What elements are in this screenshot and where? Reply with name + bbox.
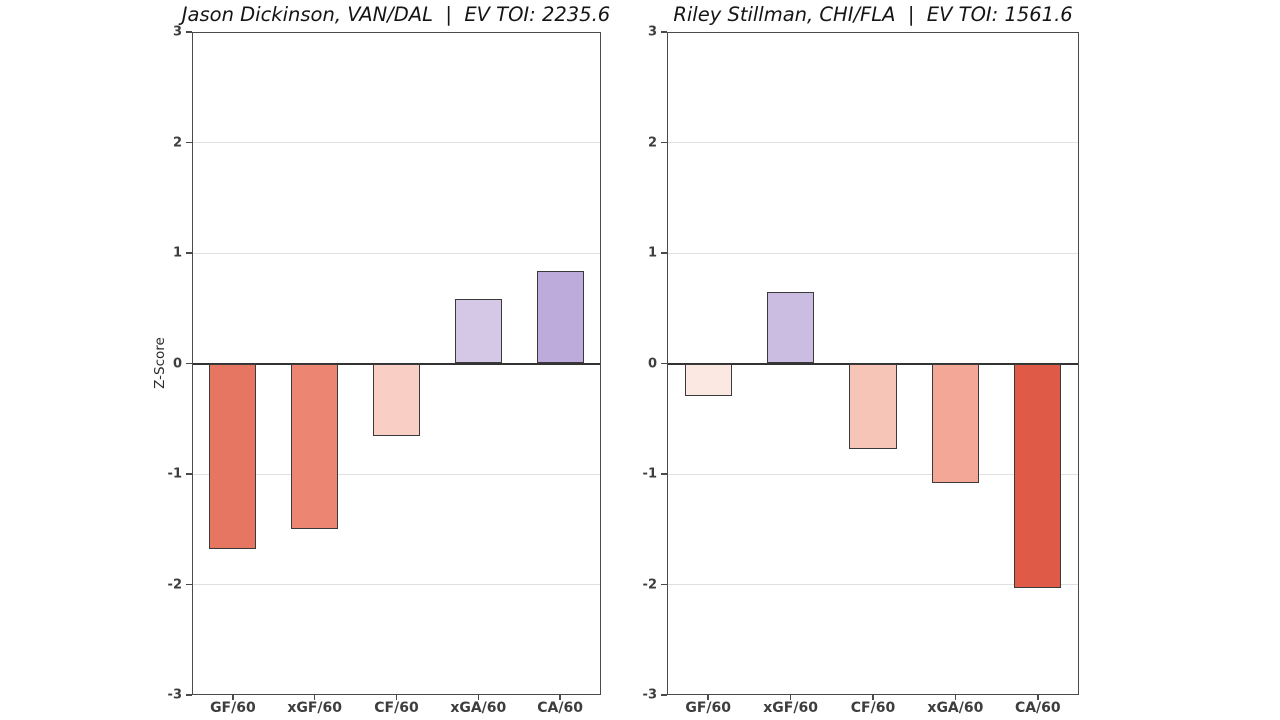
x-tick-label-gf60: GF/60 (685, 700, 732, 716)
x-tick-mark (232, 695, 234, 700)
y-tick-mark (661, 31, 667, 33)
bar-cf60 (849, 363, 897, 449)
bar-xgf60 (766, 291, 815, 364)
gridline-y1 (667, 252, 1079, 254)
y-tick-label: -2 (642, 577, 657, 592)
x-tick-mark (707, 695, 709, 700)
x-tick-label-xgf60: xGF/60 (763, 700, 818, 716)
bar-xga60 (931, 363, 980, 483)
y-tick-mark (186, 31, 192, 33)
y-tick-label: 0 (647, 356, 657, 371)
y-tick-mark (661, 362, 667, 365)
y-tick-label: 1 (172, 245, 182, 261)
y-tick-mark (661, 252, 667, 254)
x-tick-label-gf60: GF/60 (210, 700, 256, 716)
gridline-y-1 (192, 473, 601, 475)
y-tick-mark (186, 362, 192, 365)
y-tick-label: -2 (167, 577, 182, 592)
bar-xgf60 (291, 363, 339, 530)
chart-left-plot-area (192, 32, 601, 695)
x-tick-mark (559, 695, 561, 700)
x-tick-label-cf60: CF/60 (850, 700, 896, 716)
bar-gf60 (684, 363, 732, 396)
y-tick-label: -1 (167, 466, 182, 482)
y-tick-mark (186, 694, 192, 696)
x-tick-label-xgf60: xGF/60 (287, 700, 343, 716)
x-tick-mark (477, 695, 480, 700)
y-tick-label: 0 (172, 356, 182, 371)
x-tick-mark (1037, 695, 1039, 700)
x-tick-mark (313, 695, 316, 700)
x-tick-label-cf60: CF/60 (374, 700, 419, 716)
x-tick-mark (872, 695, 874, 700)
y-tick-mark (186, 252, 192, 254)
y-tick-label: 3 (172, 24, 182, 40)
x-tick-mark (789, 695, 792, 700)
bar-xga60 (454, 299, 502, 364)
gridline-y2 (667, 142, 1079, 143)
gridline-y1 (192, 252, 601, 254)
y-tick-mark (661, 694, 667, 696)
gridline-y-2 (192, 584, 601, 585)
y-tick-mark (661, 141, 667, 144)
y-tick-label: -1 (642, 466, 657, 482)
chart-title-right: Riley Stillman, CHI/FLA | EV TOI: 1561.6 (673, 3, 1073, 26)
x-tick-mark (954, 695, 957, 700)
gridline-y-1 (667, 473, 1079, 475)
left-title-clip-region: Jason Dickinson, VAN/DAL | EV TOI: 2235.… (0, 0, 623, 30)
chart-right-plot-area (667, 32, 1079, 695)
y-tick-mark (661, 583, 667, 586)
bar-gf60 (209, 363, 257, 550)
x-tick-mark (395, 695, 398, 700)
y-tick-mark (186, 583, 192, 586)
y-tick-label: 2 (647, 135, 657, 150)
y-tick-label: -3 (642, 687, 657, 703)
x-tick-label-ca60: CA/60 (537, 700, 583, 716)
x-tick-label-xga60: xGA/60 (927, 700, 984, 716)
y-tick-mark (661, 473, 667, 475)
bar-ca60 (1014, 363, 1062, 588)
y-tick-label: 1 (647, 245, 657, 261)
gridline-y2 (192, 142, 601, 143)
x-tick-label-xga60: xGA/60 (450, 700, 507, 716)
y-tick-label: 2 (172, 135, 182, 150)
bar-ca60 (536, 270, 584, 364)
y-tick-mark (186, 473, 192, 475)
y-tick-mark (186, 141, 192, 144)
gridline-y-2 (667, 584, 1079, 585)
chart-title-left: Jason Dickinson, VAN/DAL | EV TOI: 2235.… (181, 3, 611, 26)
y-tick-label: -3 (167, 687, 182, 703)
y-tick-label: 3 (647, 24, 657, 40)
x-tick-label-ca60: CA/60 (1014, 700, 1061, 716)
bar-cf60 (372, 363, 420, 437)
